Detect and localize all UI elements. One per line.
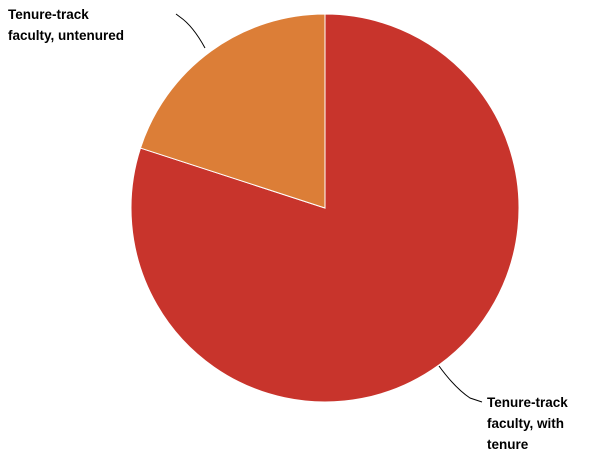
leader-line-untenured bbox=[175, 13, 206, 49]
slice-label-untenured: Tenure-track faculty, untenured bbox=[8, 7, 124, 43]
leader-line-tenured bbox=[438, 365, 483, 403]
pie-slices bbox=[130, 13, 520, 403]
slice-label-tenured-line-1: Tenure-track bbox=[487, 395, 568, 410]
slice-label-tenured: Tenure-track faculty, with tenure bbox=[487, 395, 572, 452]
pie-slice-untenured bbox=[139, 13, 326, 209]
slice-label-tenured-line-2: faculty, with bbox=[487, 416, 564, 431]
slice-label-tenured-line-3: tenure bbox=[487, 437, 529, 452]
slice-label-untenured-line-1: Tenure-track bbox=[8, 7, 89, 22]
slice-label-untenured-line-2: faculty, untenured bbox=[8, 28, 124, 43]
leader-lines bbox=[175, 13, 483, 403]
